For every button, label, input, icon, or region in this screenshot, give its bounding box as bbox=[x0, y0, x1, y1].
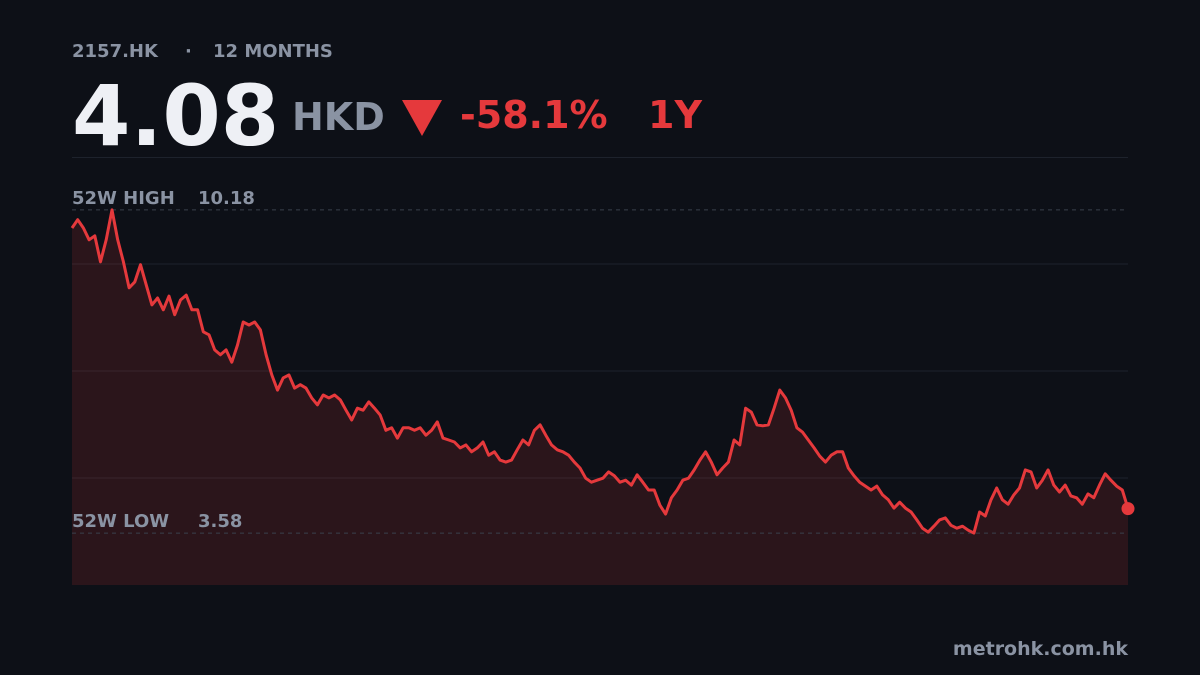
ticker: 2157.HK bbox=[72, 41, 159, 62]
low-value: 3.58 bbox=[198, 511, 242, 532]
down-arrow bbox=[402, 100, 442, 136]
high-label: 52W HIGH bbox=[72, 188, 175, 209]
separator: · bbox=[185, 41, 192, 62]
plot: 52W HIGH 10.18 52W LOW 3.58 bbox=[70, 188, 1135, 585]
range: 1Y bbox=[648, 93, 702, 137]
last-point bbox=[1121, 502, 1135, 516]
high-value: 10.18 bbox=[198, 188, 255, 209]
area bbox=[72, 209, 1128, 585]
currency: HKD bbox=[292, 95, 385, 139]
price: 4.08 bbox=[72, 67, 279, 165]
footer: metrohk.com.hk bbox=[953, 638, 1128, 660]
change: -58.1% bbox=[460, 93, 608, 137]
period: 12 MONTHS bbox=[213, 41, 333, 62]
price-line bbox=[70, 208, 1130, 535]
low-label: 52W LOW bbox=[72, 511, 169, 532]
